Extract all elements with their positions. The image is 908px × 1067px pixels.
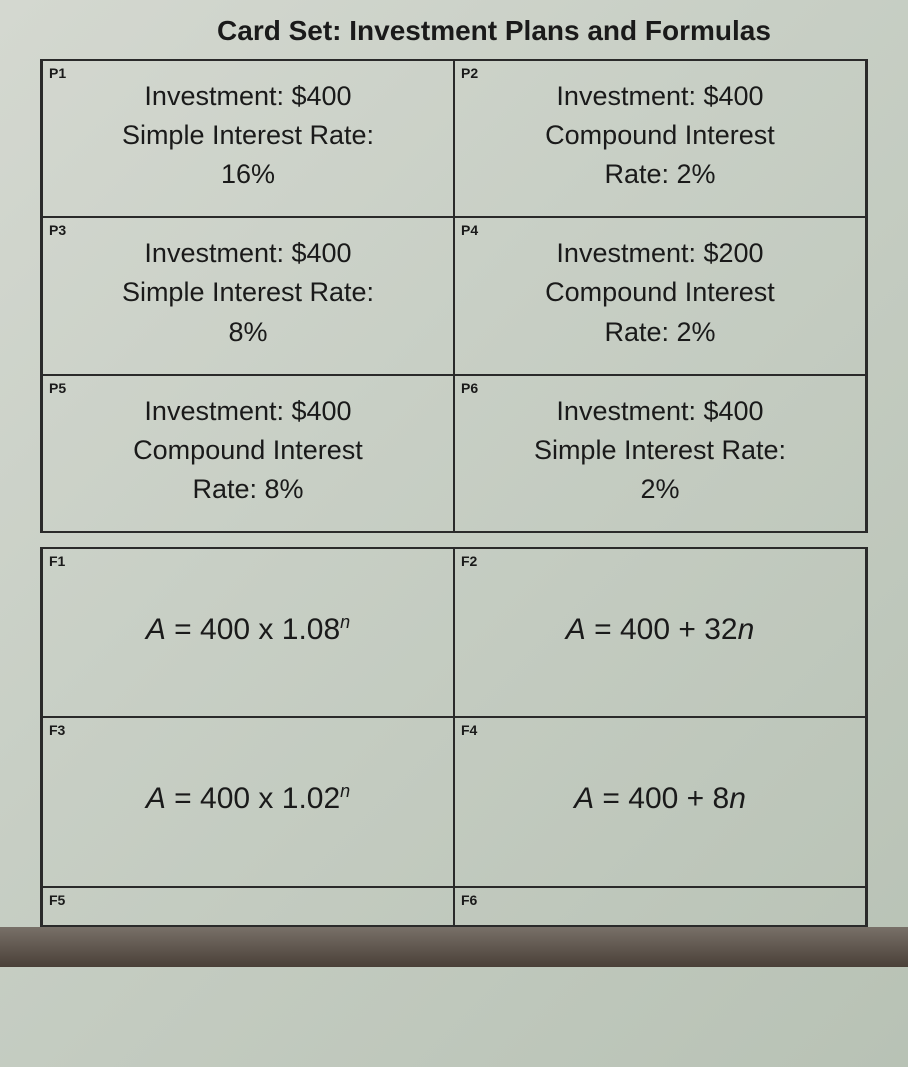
formula-content: A = 400 x 1.08n <box>146 608 350 652</box>
card-label: F5 <box>49 892 65 908</box>
card-content: Investment: $400 Simple Interest Rate: 1… <box>122 77 374 194</box>
card-line: 16% <box>122 155 374 194</box>
card-line: Rate: 8% <box>133 470 363 509</box>
formula-variable: A <box>574 782 594 815</box>
card-line: Investment: $200 <box>545 234 775 273</box>
card-label: F2 <box>461 553 477 569</box>
card-label: F3 <box>49 722 65 738</box>
card-line: Simple Interest Rate: <box>534 431 786 470</box>
card-line: Rate: 2% <box>545 313 775 352</box>
card-line: Investment: $400 <box>122 234 374 273</box>
formula-card: F5 <box>42 887 454 927</box>
card-line: Investment: $400 <box>133 392 363 431</box>
formula-equals: = <box>166 782 200 815</box>
formula-body: 400 + 8 <box>628 782 729 815</box>
card-content: Investment: $400 Compound Interest Rate:… <box>133 392 363 509</box>
card-label: F6 <box>461 892 477 908</box>
card-line: Investment: $400 <box>545 77 775 116</box>
plan-card: P3 Investment: $400 Simple Interest Rate… <box>42 217 454 375</box>
formula-variable: A <box>146 613 166 646</box>
card-content: Investment: $200 Compound Interest Rate:… <box>545 234 775 351</box>
formula-card: F4 A = 400 + 8n <box>454 717 866 887</box>
card-line: Compound Interest <box>133 431 363 470</box>
section-gap <box>40 533 868 547</box>
page-bottom-shadow <box>0 927 908 967</box>
page-title: Card Set: Investment Plans and Formulas <box>40 15 868 47</box>
formula-content: A = 400 + 8n <box>574 777 746 821</box>
card-line: Compound Interest <box>545 116 775 155</box>
plan-card: P5 Investment: $400 Compound Interest Ra… <box>42 375 454 533</box>
card-content: Investment: $400 Simple Interest Rate: 2… <box>534 392 786 509</box>
card-label: P6 <box>461 380 478 396</box>
formula-content: A = 400 + 32n <box>566 608 755 652</box>
card-line: Investment: $400 <box>122 77 374 116</box>
card-label: P5 <box>49 380 66 396</box>
formula-row: F3 A = 400 x 1.02n F4 A = 400 + 8n <box>42 717 866 887</box>
plan-row: P3 Investment: $400 Simple Interest Rate… <box>42 217 866 375</box>
formula-equals: = <box>586 613 620 646</box>
formula-equals: = <box>166 613 200 646</box>
formula-tail: n <box>729 782 746 815</box>
card-line: Investment: $400 <box>534 392 786 431</box>
plan-card: P2 Investment: $400 Compound Interest Ra… <box>454 59 866 217</box>
card-label: P1 <box>49 65 66 81</box>
plans-section: P1 Investment: $400 Simple Interest Rate… <box>40 59 868 533</box>
card-content: Investment: $400 Compound Interest Rate:… <box>545 77 775 194</box>
formula-body: 400 x 1.08 <box>200 613 340 646</box>
formula-row: F5 F6 <box>42 887 866 927</box>
formula-content: A = 400 x 1.02n <box>146 777 350 821</box>
plan-card: P1 Investment: $400 Simple Interest Rate… <box>42 59 454 217</box>
formula-card: F1 A = 400 x 1.08n <box>42 547 454 717</box>
formula-body: 400 + 32 <box>620 613 738 646</box>
formula-row: F1 A = 400 x 1.08n F2 A = 400 + 32n <box>42 547 866 717</box>
plan-card: P4 Investment: $200 Compound Interest Ra… <box>454 217 866 375</box>
card-line: Rate: 2% <box>545 155 775 194</box>
card-line: Compound Interest <box>545 273 775 312</box>
plan-card: P6 Investment: $400 Simple Interest Rate… <box>454 375 866 533</box>
formula-card: F3 A = 400 x 1.02n <box>42 717 454 887</box>
card-label: P3 <box>49 222 66 238</box>
formula-body: 400 x 1.02 <box>200 782 340 815</box>
formula-exponent: n <box>340 612 350 632</box>
plan-row: P5 Investment: $400 Compound Interest Ra… <box>42 375 866 533</box>
card-line: Simple Interest Rate: <box>122 273 374 312</box>
card-content: Investment: $400 Simple Interest Rate: 8… <box>122 234 374 351</box>
formula-variable: A <box>146 782 166 815</box>
card-label: F4 <box>461 722 477 738</box>
formula-card: F6 <box>454 887 866 927</box>
card-label: P2 <box>461 65 478 81</box>
card-line: Simple Interest Rate: <box>122 116 374 155</box>
formula-exponent: n <box>340 781 350 801</box>
card-label: P4 <box>461 222 478 238</box>
card-line: 8% <box>122 313 374 352</box>
plan-row: P1 Investment: $400 Simple Interest Rate… <box>42 59 866 217</box>
formula-tail: n <box>738 613 755 646</box>
card-line: 2% <box>534 470 786 509</box>
formula-variable: A <box>566 613 586 646</box>
formulas-section: F1 A = 400 x 1.08n F2 A = 400 + 32n F3 A… <box>40 547 868 927</box>
formula-equals: = <box>594 782 628 815</box>
card-label: F1 <box>49 553 65 569</box>
formula-card: F2 A = 400 + 32n <box>454 547 866 717</box>
